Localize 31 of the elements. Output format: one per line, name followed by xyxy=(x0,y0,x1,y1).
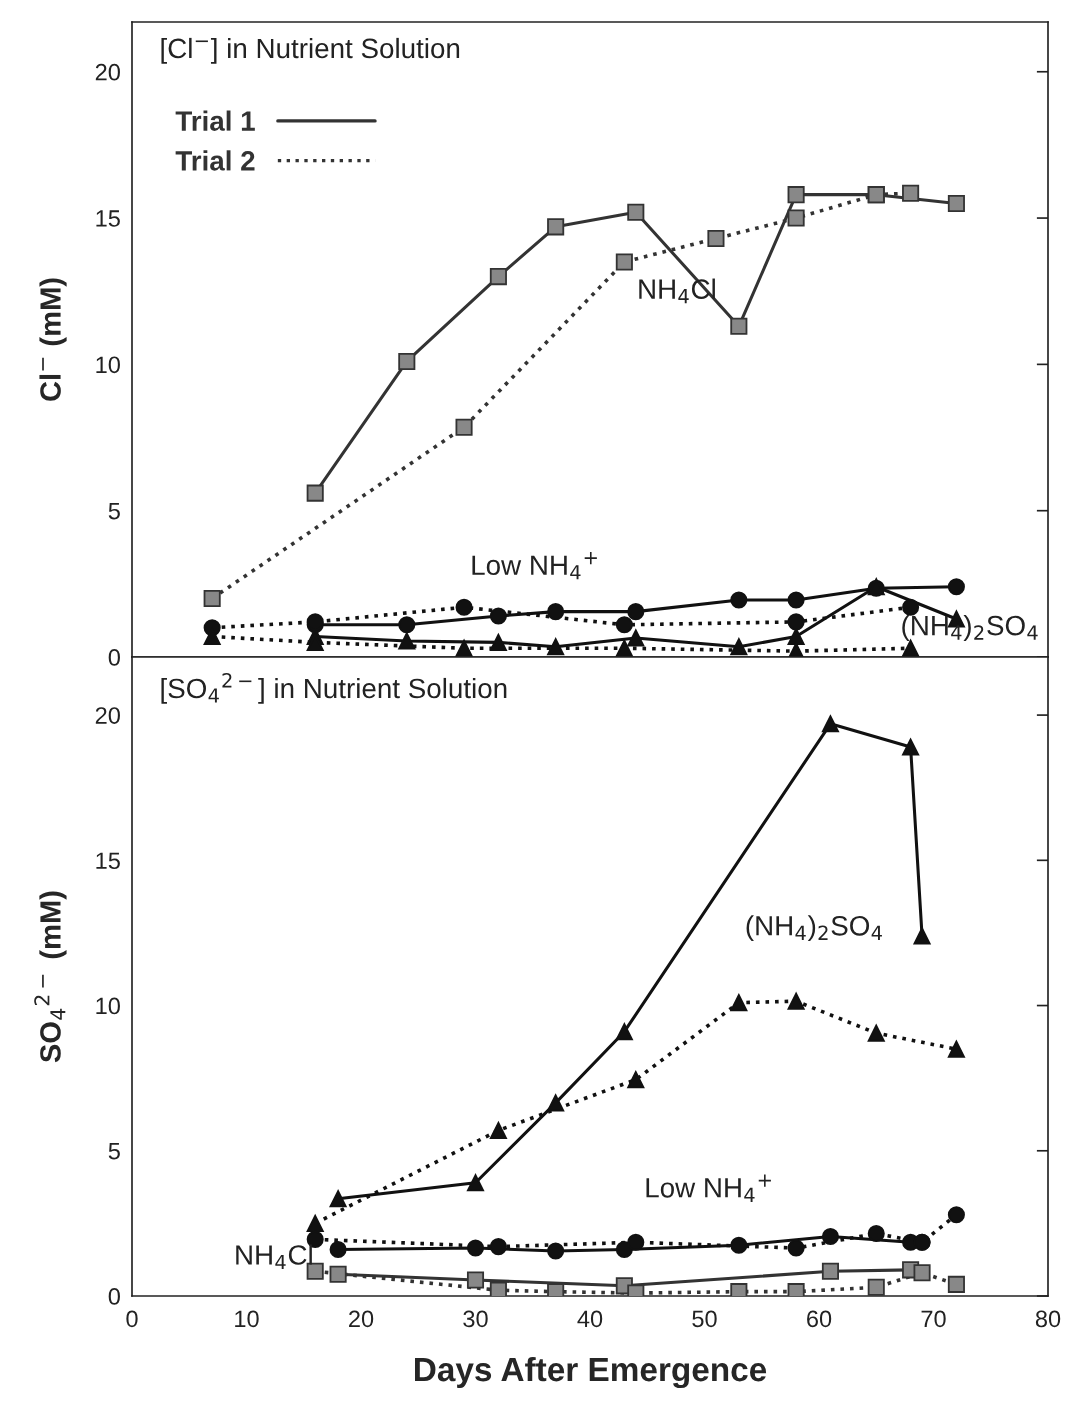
y-axis-title: Cl$^{−}$ (mM) xyxy=(39,278,67,401)
x-tick-label: 80 xyxy=(1035,1310,1061,1328)
legend-label: Trial 2 xyxy=(175,150,255,171)
y-tick-label: 20 xyxy=(95,63,120,81)
legend-label: Trial 1 xyxy=(175,110,255,131)
x-tick-label: 0 xyxy=(126,1310,138,1328)
y-tick-label: 10 xyxy=(96,997,120,1015)
y-axis-title: SO$_{4}$$^{2−}$ (mM) xyxy=(34,891,67,1063)
y-tick-label: 0 xyxy=(108,649,120,666)
y-tick-label: 15 xyxy=(96,210,120,227)
y-tick-label: 10 xyxy=(96,356,120,374)
annotation: (NH$_{4}$)$_{2}$SO$_{4}$ xyxy=(902,615,1038,641)
text: [SO$_{4}$$^{2−}$] in Nutrient Solution xyxy=(161,672,507,704)
x-tick-label: 70 xyxy=(921,1310,946,1328)
x-tick-label: 40 xyxy=(577,1310,603,1328)
annotation: NH$_{4}$Cl xyxy=(236,1244,312,1270)
annotation: (NH$_{4}$)$_{2}$SO$_{4}$ xyxy=(746,915,882,942)
x-axis-title: Days After Emergence xyxy=(415,1356,767,1389)
text: [Cl$^{−}$] in Nutrient Solution xyxy=(161,37,460,64)
x-tick-label: 10 xyxy=(235,1310,259,1328)
x-tick-label: 50 xyxy=(692,1310,717,1328)
x-tick-label: 30 xyxy=(463,1310,488,1328)
y-tick-label: 0 xyxy=(108,1288,120,1305)
y-tick-label: 15 xyxy=(96,852,120,870)
annotation: Low NH$_{4}$$^{+}$ xyxy=(646,1174,771,1202)
annotation: Low NH$_{4}$$^{+}$ xyxy=(472,551,597,580)
y-tick-label: 20 xyxy=(95,707,120,724)
y-tick-label: 5 xyxy=(108,503,120,520)
x-tick-label: 20 xyxy=(349,1310,374,1328)
x-tick-label: 60 xyxy=(807,1310,832,1328)
y-tick-label: 5 xyxy=(108,1143,120,1160)
